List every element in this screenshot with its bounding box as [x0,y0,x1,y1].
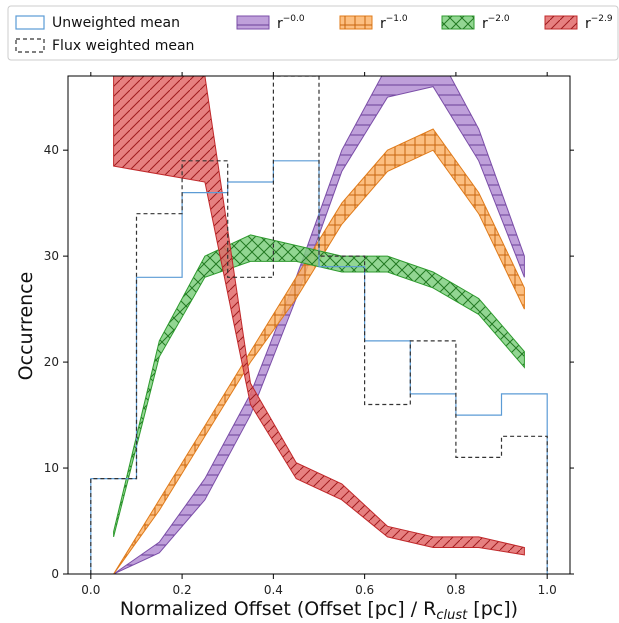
y-tick-label: 20 [44,355,59,369]
legend-swatch-hatch-1 [340,16,372,29]
x-tick-label: 0.4 [264,583,283,597]
x-tick-label: 0.2 [173,583,192,597]
x-tick-label: 0.0 [81,583,100,597]
y-tick-label: 30 [44,249,59,263]
legend-label-band-3: r−2.9 [585,14,613,32]
legend-label-unweighted: Unweighted mean [52,15,180,31]
x-axis-label-main: Normalized Offset (Offset [pc] / R [120,598,436,620]
y-tick-label: 10 [44,461,59,475]
histogram-layer [90,76,548,574]
band-hatch [113,234,525,538]
legend-label-band-2: r−2.0 [482,14,510,32]
legend-label-band-0: r−0.0 [277,14,305,32]
x-tick-label: 1.0 [538,583,557,597]
band-hatch [113,76,525,556]
x-tick-label: 0.6 [355,583,374,597]
band-fill [113,234,525,537]
y-axis-label: Occurrence [15,272,37,381]
x-tick-label: 0.8 [446,583,465,597]
band-series-1 [113,128,525,574]
band-series-3 [113,76,525,556]
x-axis-label-tail: [pc]) [467,598,518,620]
legend-swatch-unweighted [15,15,45,30]
legend-swatch-hatch-2 [442,16,474,29]
y-axis: 0 10 20 30 40 [44,143,574,581]
legend-swatch-hatch-3 [545,16,577,29]
band-hatch [113,128,525,574]
legend-swatch-hatch-0 [237,16,269,29]
x-axis: 0.0 0.2 0.4 0.6 0.8 1.0 [81,72,557,597]
y-tick-label: 0 [51,567,59,581]
histogram-1 [90,76,548,574]
plot-frame [67,75,571,575]
x-axis-label: Normalized Offset (Offset [pc] / Rclust … [120,598,518,623]
legend: Unweighted mean Flux weighted mean r−0.0 r−… [7,5,619,61]
x-axis-label-subscript: clust [436,608,468,623]
band-series-2 [113,234,525,538]
bands-layer [113,76,525,574]
y-tick-label: 40 [44,143,59,157]
legend-swatch-flux [15,38,45,53]
histogram-0 [90,160,548,574]
legend-label-flux: Flux weighted mean [52,38,194,54]
legend-label-band-1: r−1.0 [380,14,408,32]
